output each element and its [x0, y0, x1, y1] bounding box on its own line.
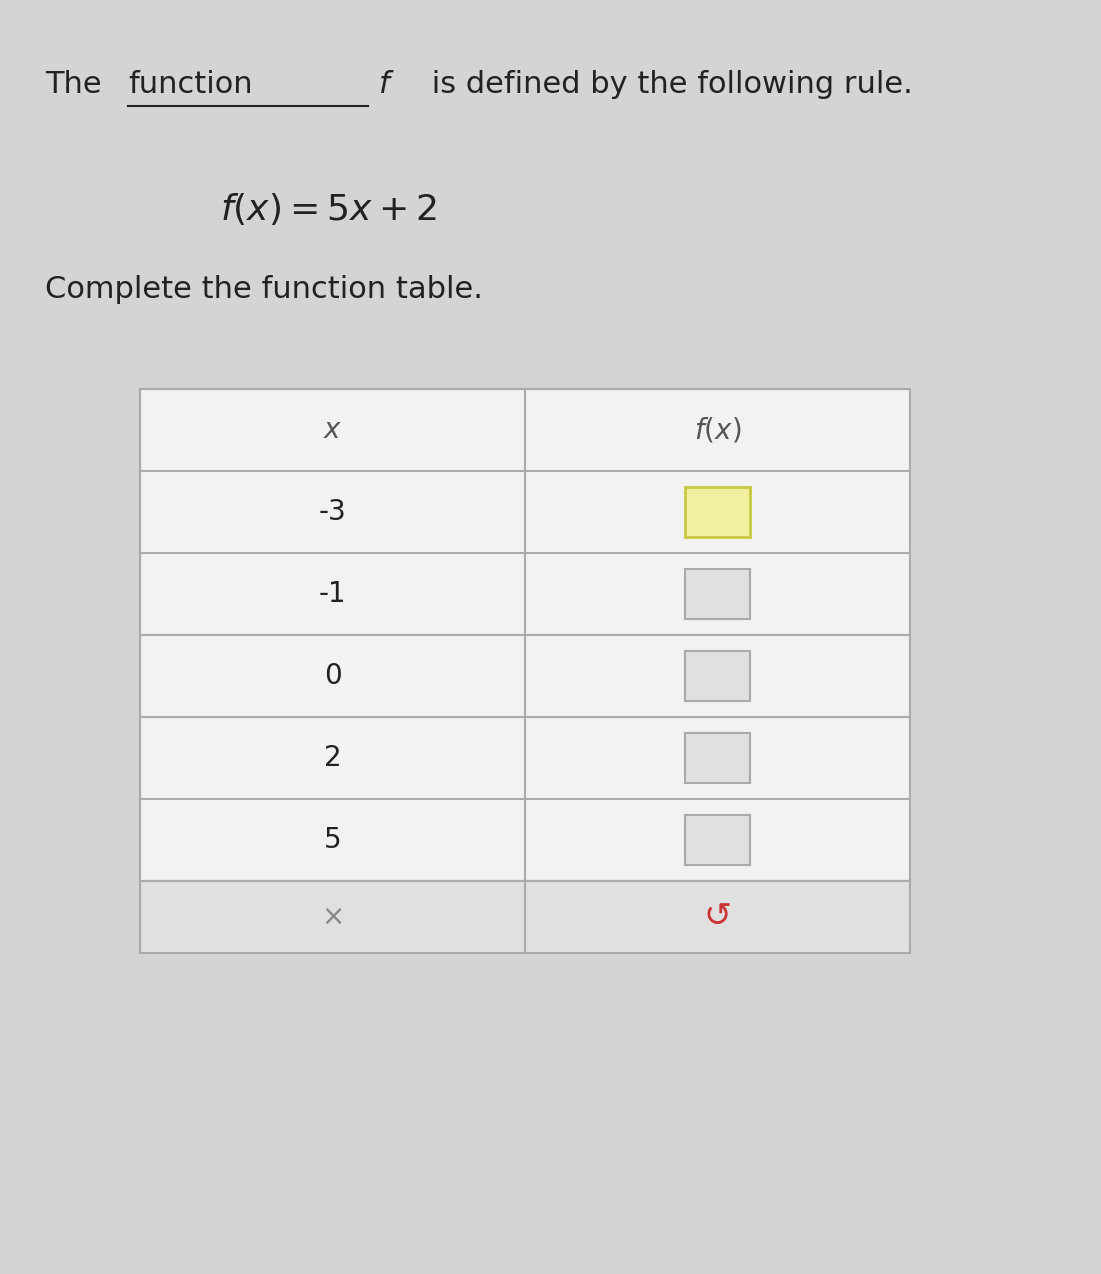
Text: 5: 5: [324, 826, 341, 854]
Text: ↺: ↺: [704, 901, 731, 934]
Text: 2: 2: [324, 744, 341, 772]
Text: $f(x)$: $f(x)$: [694, 415, 741, 445]
FancyBboxPatch shape: [685, 651, 750, 701]
FancyBboxPatch shape: [685, 487, 750, 538]
Text: The: The: [45, 70, 111, 98]
Text: function: function: [128, 70, 252, 98]
FancyBboxPatch shape: [685, 569, 750, 619]
Text: 0: 0: [324, 662, 341, 691]
Text: -3: -3: [318, 498, 347, 526]
Text: $x$: $x$: [323, 417, 342, 445]
FancyBboxPatch shape: [685, 815, 750, 865]
FancyBboxPatch shape: [140, 882, 911, 953]
FancyBboxPatch shape: [140, 389, 911, 882]
Text: Complete the function table.: Complete the function table.: [45, 274, 483, 303]
FancyBboxPatch shape: [685, 733, 750, 784]
Text: $f$: $f$: [378, 70, 394, 98]
Text: ×: ×: [320, 903, 345, 931]
Text: is defined by the following rule.: is defined by the following rule.: [422, 70, 913, 98]
Text: -1: -1: [318, 580, 347, 608]
Text: $f(x) = 5x+2$: $f(x) = 5x+2$: [220, 191, 437, 227]
